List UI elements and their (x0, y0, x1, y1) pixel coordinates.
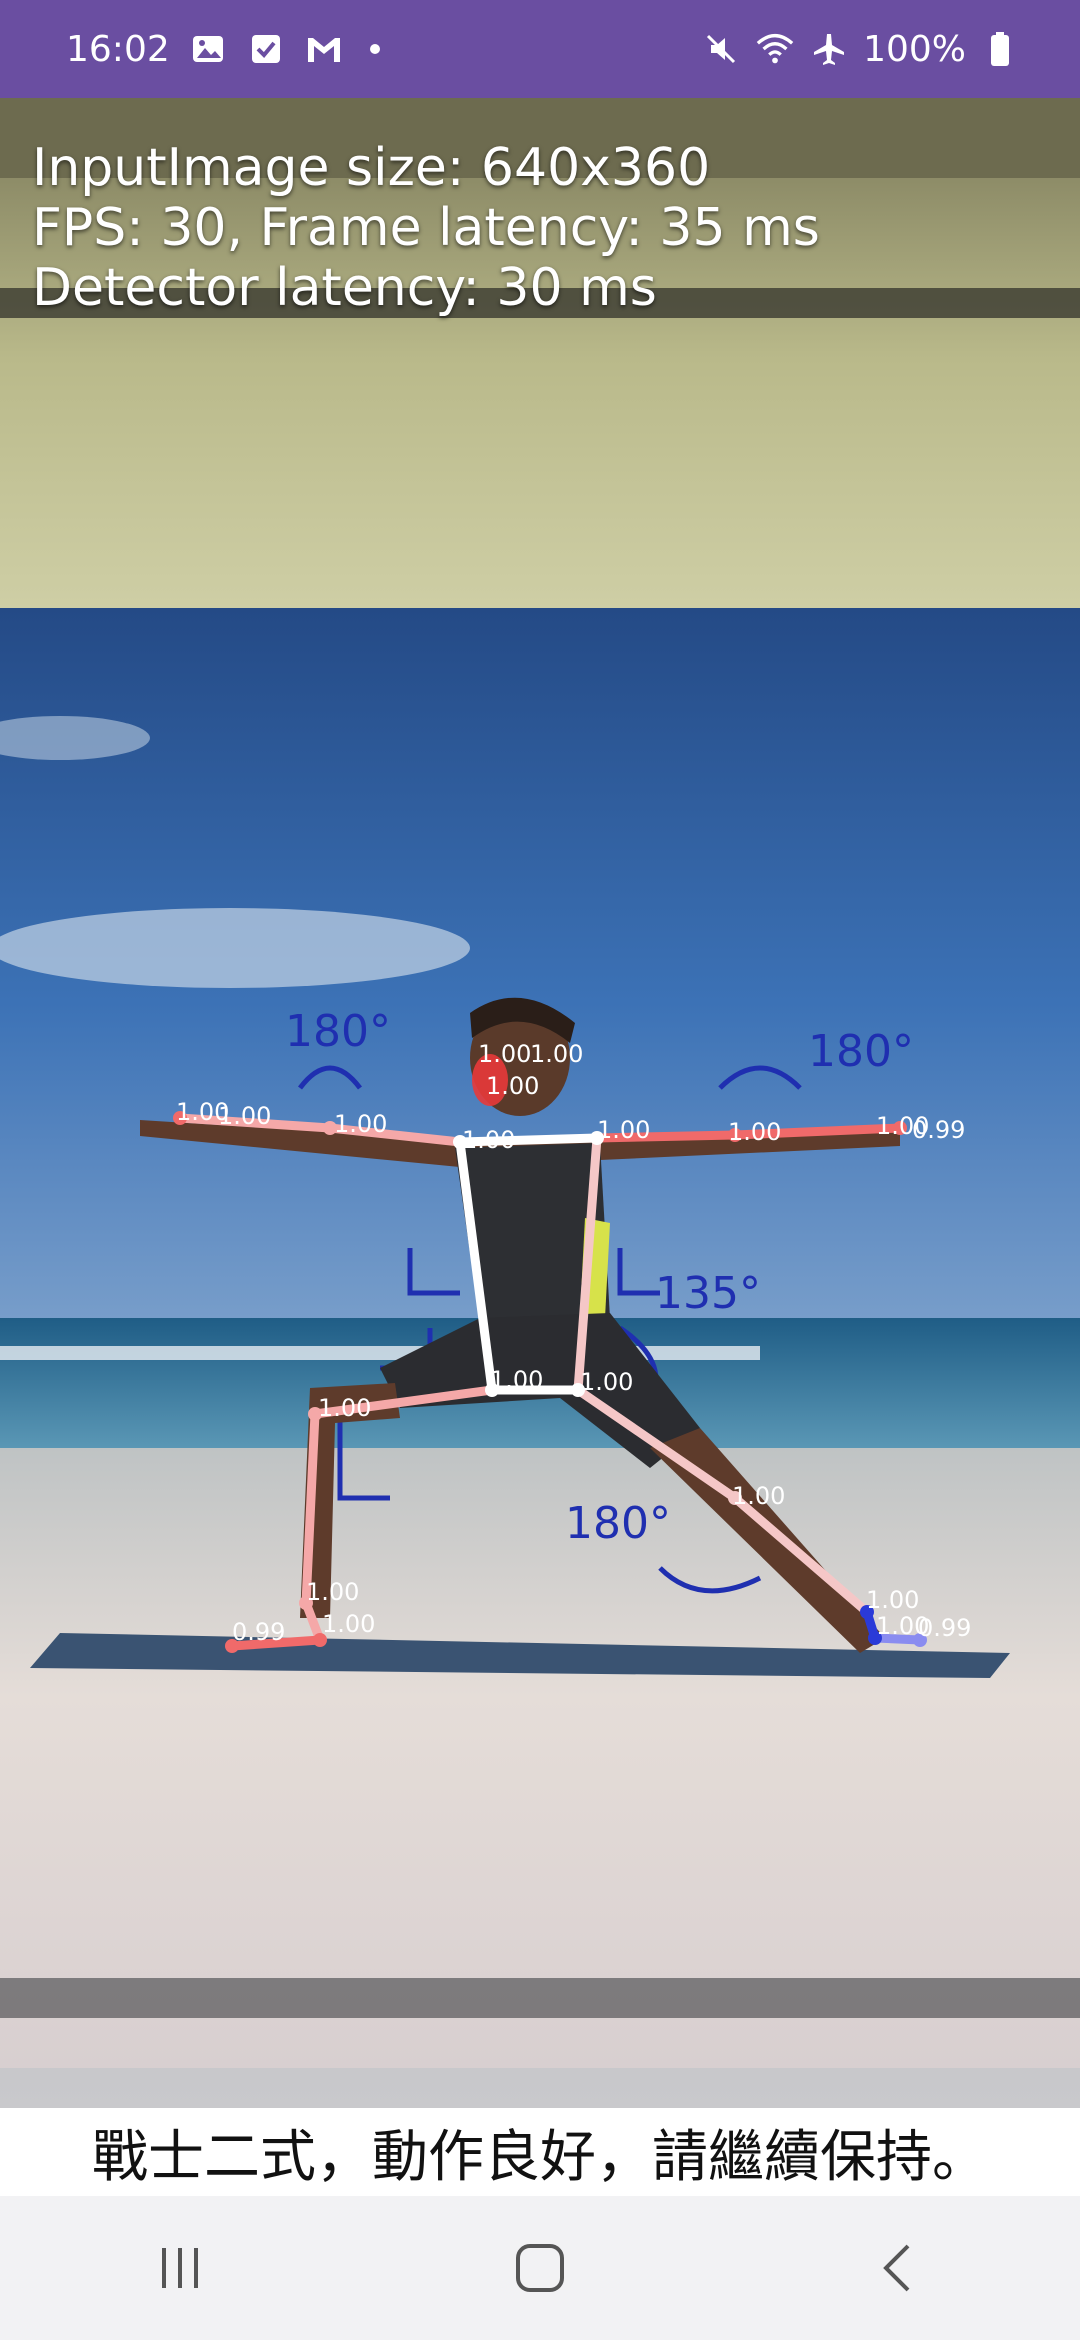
right-forearm-bone (730, 1123, 905, 1140)
airplane-icon (809, 29, 849, 69)
left-forearm-bone (175, 1113, 335, 1133)
right-foot-bone (870, 1633, 925, 1645)
back-icon (883, 2244, 910, 2292)
pose-feedback-bar: 戰士二式，動作良好，請繼續保持。 (0, 2108, 1080, 2196)
right-thigh-bone (573, 1385, 740, 1503)
kp-label-right-knee: 1.00 (732, 1482, 785, 1510)
keypoint-dots (173, 1111, 927, 1653)
camera-preview: 180° 180° 135° 180° (0, 98, 1080, 2108)
left-shin-bone (301, 1409, 320, 1608)
frame-bottom-edge (0, 1978, 1080, 2018)
fps-latency-text: FPS: 30, Frame latency: 35 ms (32, 198, 820, 258)
kp-label-right-toe: 0.99 (918, 1614, 971, 1642)
sand-area (0, 1448, 1080, 2068)
kp-label-right-hand: 1.00 (876, 1112, 929, 1140)
home-icon (516, 2244, 564, 2292)
right-upper-arm-bone (592, 1130, 740, 1143)
battery-icon (980, 29, 1020, 69)
kp-label-right-shoulder: 1.00 (597, 1116, 650, 1144)
detector-latency-text: Detector latency: 30 ms (32, 258, 657, 318)
camera-frame: 180° 180° 135° 180° (0, 98, 1080, 2108)
navigation-bar (0, 2196, 1080, 2340)
kp-label-face-1: 1.00 (530, 1040, 583, 1068)
mute-icon (701, 29, 741, 69)
cloud (0, 908, 470, 988)
keypoint-labels: 1.00 1.00 1.00 1.00 1.00 1.00 1.00 1.00 … (176, 1040, 971, 1646)
wifi-icon (755, 29, 795, 69)
kp-label-right-hip: 1.00 (580, 1368, 633, 1396)
pose-feedback-text: 戰士二式，動作良好，請繼續保持。 (92, 2124, 988, 2190)
kp-label-left-elbow: 1.00 (334, 1110, 387, 1138)
status-right: 100% (701, 29, 1020, 70)
face-keypoints (472, 1054, 508, 1106)
gallery-icon (188, 29, 228, 69)
left-torso-bone (455, 1137, 497, 1395)
left-thigh-bone (310, 1385, 497, 1419)
cloud-small (0, 716, 150, 760)
check-icon (246, 29, 286, 69)
back-button[interactable] (840, 2208, 960, 2328)
status-time: 16:02 (66, 28, 170, 70)
shoulder-line-bone (455, 1133, 602, 1147)
right-shoulder-angle-label: 180° (808, 1026, 914, 1077)
kp-label-left-hand: 1.00 (176, 1098, 229, 1126)
battery-percentage: 100% (863, 28, 966, 70)
status-bar: 16:02 (0, 0, 1080, 98)
kp-label-left-toe: 0.99 (232, 1618, 285, 1646)
status-left: 16:02 (66, 29, 380, 70)
pose-skeleton (175, 1113, 925, 1651)
recent-apps-icon (162, 2248, 198, 2288)
kp-label-right-heel: 1.00 (876, 1612, 929, 1640)
kp-label-left-shoulder: 1.00 (462, 1126, 515, 1154)
kp-label-left-hip: 1.00 (490, 1366, 543, 1394)
left-upper-arm-bone (325, 1123, 465, 1147)
notification-dot-icon (369, 44, 380, 54)
kp-label-left-ankle: 1.00 (306, 1578, 359, 1606)
performance-overlay: InputImage size: 640x360 FPS: 30, Frame … (32, 138, 820, 318)
left-foot-bone (227, 1635, 325, 1651)
ceiling-beam (0, 288, 1080, 318)
recent-apps-button[interactable] (120, 2208, 240, 2328)
right-shin-bone (730, 1493, 872, 1617)
ceiling-sign-area (0, 98, 1080, 178)
left-shoulder-angle-label: 180° (285, 1006, 391, 1057)
kp-label-right-elbow: 1.00 (728, 1118, 781, 1146)
input-image-size-text: InputImage size: 640x360 (32, 138, 711, 198)
hip-angle-label: 135° (655, 1268, 761, 1319)
knee-angle-label: 180° (565, 1498, 671, 1549)
kp-label-right-ankle: 1.00 (866, 1586, 919, 1614)
gmail-icon (304, 29, 344, 69)
kp-label-left-heel: 1.00 (322, 1610, 375, 1638)
kp-label-nose: 1.00 (478, 1040, 531, 1068)
kp-label-right-hand-2: 0.99 (912, 1116, 965, 1144)
kp-label-left-hand-2: 1.00 (218, 1102, 271, 1130)
home-button[interactable] (480, 2208, 600, 2328)
right-torso-bone (573, 1133, 602, 1395)
kp-label-face-2: 1.00 (486, 1072, 539, 1100)
kp-label-left-knee: 1.00 (318, 1394, 371, 1422)
ceiling-area (0, 98, 1080, 618)
